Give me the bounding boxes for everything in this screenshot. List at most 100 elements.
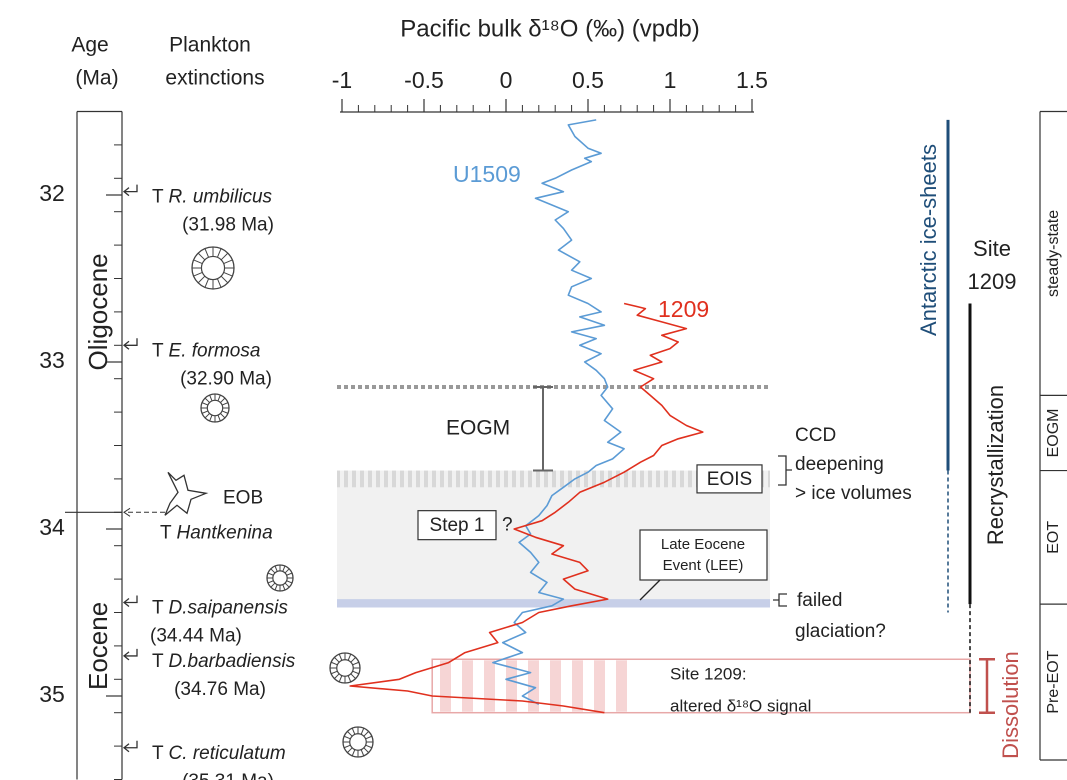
fossil-icon [364, 731, 369, 736]
fossil-icon [339, 654, 342, 660]
x-tick-label: -1 [332, 67, 352, 93]
eob-marker: T [160, 522, 172, 543]
fossil-icon [347, 731, 352, 736]
x-tick-label: -0.5 [404, 67, 444, 93]
extinction-name: C. reticulatum [169, 743, 286, 764]
fossil-icon [283, 566, 285, 571]
series-line [493, 120, 624, 704]
process-label: Recrystallization [983, 385, 1008, 545]
fossil-icon [351, 657, 356, 662]
fossil-icon [366, 736, 372, 739]
fossil-icon [271, 569, 275, 573]
x-tick-label: 1.5 [736, 67, 768, 93]
fossil-icon [344, 736, 350, 739]
extinction-marker: T [152, 187, 164, 208]
fossil-icon [194, 272, 203, 276]
series-label: 1209 [658, 296, 709, 322]
extinctions-title: Plankton [169, 34, 251, 57]
fossil-icon [210, 395, 212, 401]
fossil-icon [353, 671, 359, 674]
extinction-arrow [124, 595, 137, 606]
fossil-icon [217, 279, 221, 288]
fossil-icon [334, 674, 339, 679]
extinction-age: (34.76 Ma) [174, 679, 266, 700]
extinction-name: R. umbilicus [169, 187, 273, 208]
fossil-icon [287, 581, 292, 583]
y-tick-label: 33 [39, 347, 65, 373]
extinction-arrow [124, 185, 137, 196]
ccd-label: deepening [795, 454, 884, 475]
extinction-taxon: T R. umbilicus [152, 187, 273, 208]
ccd-bracket [778, 456, 792, 485]
y-label: Age [71, 34, 108, 57]
extinction-age: (32.90 Ma) [180, 368, 272, 389]
fossil-icon [353, 662, 359, 665]
fossil-icon [224, 260, 233, 264]
extinction-name: D.saipanensis [169, 597, 289, 618]
fossil-icon [347, 748, 352, 753]
phase-label: EOT [1045, 521, 1062, 554]
fossil-icon [273, 571, 287, 585]
fossil-icon [205, 249, 209, 258]
ice-sheet-label: Antarctic ice-sheets [916, 144, 941, 336]
fossil-icon [217, 249, 221, 258]
fossil-icon [344, 745, 350, 748]
fossil-icon [351, 674, 356, 679]
phase-label: Pre-EOT [1045, 650, 1062, 713]
phase-label: EOGM [1045, 409, 1062, 458]
eogm-label: EOGM [446, 416, 510, 439]
fossil-icon [275, 585, 277, 590]
fossil-icon [222, 403, 228, 405]
failed-label: glaciation? [795, 621, 886, 642]
x-tick-label: 1 [664, 67, 677, 93]
extinction-age: (34.44 Ma) [150, 625, 242, 646]
fossil-icon [202, 411, 208, 413]
step1-label: Step 1 [430, 515, 485, 536]
fossil-icon [224, 272, 233, 276]
x-tick-label: 0 [500, 67, 513, 93]
extinction-age: (31.98 Ma) [182, 215, 274, 236]
fossil-icon [220, 398, 224, 402]
fossil-icon [210, 415, 212, 421]
extinction-taxon: T C. reticulatum [152, 743, 286, 764]
lee-label: Event (LEE) [663, 557, 744, 574]
x-tick-label: 0.5 [572, 67, 604, 93]
lee-band [337, 599, 770, 607]
fossil-icon [198, 253, 205, 260]
fossil-icon [364, 748, 369, 753]
fossil-icon [285, 569, 289, 573]
fossil-icon [348, 676, 351, 682]
fossil-icon [350, 734, 367, 751]
fossil-icon [268, 573, 273, 575]
epoch-label: Eocene [83, 602, 113, 690]
fossil-icon [221, 253, 228, 260]
fossil-icon [337, 660, 354, 677]
fossil-icon [334, 657, 339, 662]
extinction-name: E. formosa [169, 340, 261, 361]
fossil-icon [220, 413, 224, 417]
extinction-arrow [124, 649, 137, 660]
altered-label: altered δ¹⁸O signal [670, 697, 811, 716]
fossil-icon [352, 728, 355, 734]
extinction-arrow [124, 338, 137, 349]
fossil-icon [218, 395, 220, 401]
step1-mark: ? [502, 515, 513, 536]
altered-label: Site 1209: [670, 665, 747, 684]
fossil-icon [339, 676, 342, 682]
fossil-icon [201, 256, 224, 279]
lee-label: Late Eocene [661, 536, 745, 553]
eois-label: EOIS [707, 469, 752, 490]
fossil-icon [271, 583, 275, 587]
fossil-icon [205, 279, 209, 288]
extinction-taxon: T D.saipanensis [152, 597, 288, 618]
extinction-taxon: T E. formosa [152, 340, 260, 361]
extinction-marker: T [152, 340, 164, 361]
fossil-icon [222, 411, 228, 413]
fossil-icon [348, 654, 351, 660]
fossil-icon [268, 581, 273, 583]
extinction-marker: T [152, 743, 164, 764]
epoch-label: Oligocene [83, 253, 113, 370]
y-tick-label: 32 [39, 180, 65, 206]
dissolution-label: Dissolution [998, 651, 1023, 759]
site-label: 1209 [968, 269, 1017, 294]
